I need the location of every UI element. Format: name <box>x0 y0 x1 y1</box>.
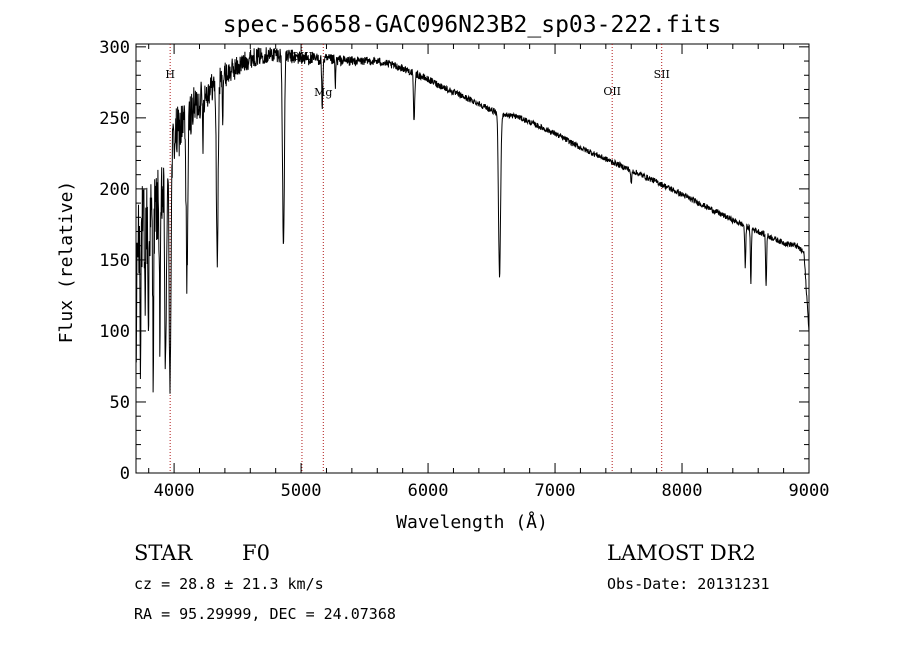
x-tick-label: 6000 <box>408 481 449 501</box>
y-tick-label: 300 <box>99 38 130 58</box>
marker-label-sii: SII <box>654 68 670 81</box>
observation-date: Obs-Date: 20131231 <box>607 575 770 593</box>
y-tick-label: 200 <box>99 180 130 200</box>
y-tick-label: 50 <box>110 393 130 413</box>
marker-label-oii: OII <box>603 85 621 98</box>
marker-label-mg: Mg <box>314 86 332 99</box>
x-tick-label: 7000 <box>535 481 576 501</box>
x-tick-label: 8000 <box>662 481 703 501</box>
x-tick-label: 5000 <box>281 481 322 501</box>
y-axis-label: Flux (relative) <box>56 181 77 344</box>
y-tick-label: 100 <box>99 322 130 342</box>
survey-name: LAMOST DR2 <box>607 541 756 565</box>
plot-frame <box>135 43 810 474</box>
spectral-subclass: F0 <box>242 541 270 565</box>
coordinates: RA = 95.29999, DEC = 24.07368 <box>134 605 396 623</box>
y-tick-label: 250 <box>99 109 130 129</box>
flux-series-line <box>136 47 809 394</box>
x-tick-label: 9000 <box>789 481 830 501</box>
marker-label-h: H <box>165 68 175 81</box>
x-axis-label: Wavelength (Å) <box>396 511 548 533</box>
x-tick-label: 4000 <box>154 481 195 501</box>
axis-ticks: 4000 5000 6000 7000 8000 9000 0 50 100 150 200 250 3… <box>99 38 829 501</box>
redshift-cz: cz = 28.8 ± 21.3 km/s <box>134 575 324 593</box>
y-tick-label: 0 <box>120 464 130 484</box>
object-class: STAR <box>134 541 193 565</box>
chart-title: spec-56658-GAC096N23B2_sp03-222.fits <box>223 12 722 38</box>
y-tick-label: 150 <box>99 251 130 271</box>
